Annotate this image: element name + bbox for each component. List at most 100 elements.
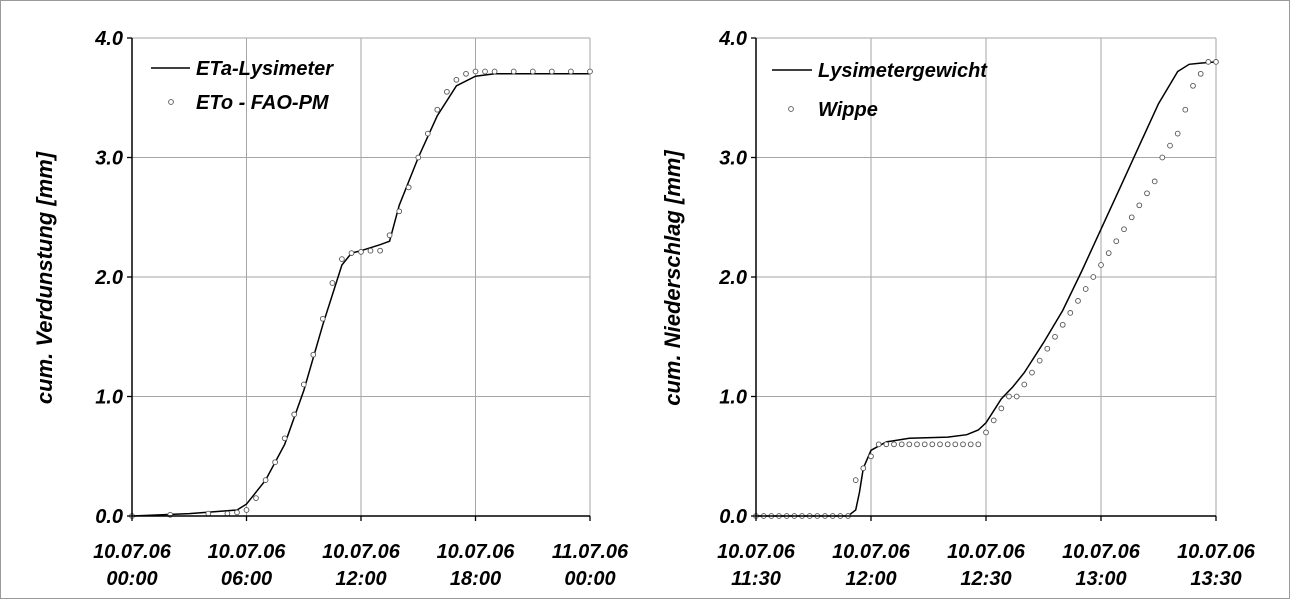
series-point bbox=[1075, 298, 1081, 304]
series-point bbox=[1182, 106, 1189, 113]
axes bbox=[751, 37, 1217, 521]
series-point bbox=[348, 250, 355, 256]
series-point bbox=[914, 441, 920, 448]
series-point bbox=[990, 417, 997, 424]
series-point bbox=[883, 441, 890, 448]
chart-precipitation: 0.0 1.0 2.0 3.0 4.0 10.07.06 11:30 10.07.06 12:… bbox=[660, 28, 1256, 590]
x-tick-label-date: 10.07.06 bbox=[1062, 541, 1141, 563]
series-point bbox=[1159, 154, 1166, 161]
series-point bbox=[875, 441, 882, 448]
y-tick-label: 4.0 bbox=[718, 28, 747, 50]
grid bbox=[132, 37, 591, 516]
series-point bbox=[967, 441, 974, 448]
series-point bbox=[975, 441, 982, 448]
legend: ETa-Lysimeter ETo - FAO-PM bbox=[151, 58, 334, 114]
series-point bbox=[1136, 202, 1143, 209]
x-tick-label-time: 06:00 bbox=[221, 568, 272, 590]
y-tick-label: 3.0 bbox=[95, 148, 123, 170]
series-point bbox=[491, 68, 498, 75]
series-point bbox=[1128, 214, 1135, 221]
chart-evaporation: 0.0 1.0 2.0 3.0 4.0 10.07.06 00:00 10.07.06 06:… bbox=[32, 28, 629, 590]
legend-label-lysimetergewicht: Lysimetergewicht bbox=[818, 60, 988, 82]
series-point bbox=[310, 351, 317, 358]
y-tick-labels: 0.0 1.0 2.0 3.0 4.0 bbox=[718, 28, 747, 528]
series-point bbox=[1021, 381, 1028, 388]
x-tick-label-date: 10.07.06 bbox=[437, 541, 516, 563]
x-tick-labels: 10.07.06 11:30 10.07.06 12:00 10.07.06 12:30 1… bbox=[717, 541, 1256, 590]
series-point bbox=[937, 441, 943, 448]
series-point bbox=[944, 441, 951, 448]
series-point bbox=[253, 495, 259, 501]
series-point bbox=[1144, 190, 1150, 197]
series-point bbox=[1059, 321, 1066, 328]
x-tick-label-date: 10.07.06 bbox=[832, 541, 911, 563]
series-point bbox=[358, 249, 364, 255]
series-point bbox=[1121, 226, 1127, 233]
series-point bbox=[453, 76, 460, 83]
x-tick-label-time: 00:00 bbox=[564, 568, 615, 590]
series-point bbox=[1029, 369, 1035, 376]
legend-label-wippe: Wippe bbox=[818, 99, 878, 121]
series-point bbox=[891, 441, 897, 448]
series-point bbox=[1090, 274, 1097, 280]
series-point bbox=[929, 441, 936, 448]
series-point bbox=[272, 459, 278, 466]
series-point bbox=[482, 68, 488, 75]
series-line bbox=[756, 61, 1217, 517]
x-tick-label-date: 10.07.06 bbox=[208, 541, 287, 563]
series-point bbox=[1151, 178, 1158, 185]
series-point bbox=[329, 280, 336, 286]
legend-label-eta-lysimeter: ETa-Lysimeter bbox=[196, 58, 334, 80]
series-point bbox=[510, 68, 517, 75]
series-line bbox=[131, 73, 590, 517]
series-point bbox=[868, 453, 874, 460]
x-tick-label-date: 10.07.06 bbox=[93, 541, 172, 563]
series-point bbox=[424, 130, 431, 137]
legend-marker-swatch bbox=[788, 106, 794, 112]
series-point bbox=[243, 507, 250, 513]
y-tick-labels: 0.0 1.0 2.0 3.0 4.0 bbox=[94, 28, 123, 528]
y-tick-label: 0.0 bbox=[95, 506, 123, 528]
series-point bbox=[548, 68, 555, 75]
series-point bbox=[1044, 345, 1051, 352]
x-tick-label-time: 13:00 bbox=[1075, 568, 1126, 590]
x-tick-label-date: 10.07.06 bbox=[717, 541, 796, 563]
series-point bbox=[1052, 333, 1058, 340]
y-tick-label: 1.0 bbox=[719, 387, 747, 409]
series-point bbox=[1105, 250, 1112, 256]
series-point bbox=[463, 70, 469, 77]
y-axis-label: cum. Niederschlag [mm] bbox=[660, 150, 685, 406]
series-point bbox=[234, 509, 240, 516]
series-point bbox=[339, 256, 345, 262]
y-tick-label: 2.0 bbox=[94, 267, 123, 289]
series-point bbox=[444, 88, 450, 95]
y-tick-label: 2.0 bbox=[718, 267, 747, 289]
series-point bbox=[852, 477, 859, 483]
series-point bbox=[291, 411, 298, 418]
series-point bbox=[1067, 310, 1074, 316]
series-point bbox=[300, 381, 307, 388]
series-point bbox=[587, 68, 593, 75]
series-point bbox=[1167, 142, 1173, 149]
axes bbox=[127, 37, 591, 521]
series-point bbox=[860, 465, 867, 472]
series-point bbox=[1190, 82, 1196, 89]
series-point bbox=[1213, 59, 1219, 65]
x-tick-labels: 10.07.06 00:00 10.07.06 06:00 10.07.06 12:00 1… bbox=[93, 541, 629, 590]
series-point bbox=[983, 429, 989, 436]
series-point bbox=[367, 247, 374, 254]
series-point bbox=[1013, 393, 1020, 400]
series-point bbox=[262, 477, 269, 483]
y-tick-label: 0.0 bbox=[719, 506, 747, 528]
y-tick-label: 1.0 bbox=[95, 387, 123, 409]
series-point bbox=[1098, 262, 1104, 268]
series-point bbox=[529, 68, 536, 75]
series-point bbox=[960, 441, 966, 448]
series-point bbox=[921, 441, 928, 448]
x-tick-label-time: 12:00 bbox=[335, 568, 386, 590]
y-tick-label: 4.0 bbox=[94, 28, 123, 50]
x-tick-label-time: 12:30 bbox=[960, 568, 1011, 590]
x-tick-label-time: 00:00 bbox=[106, 568, 157, 590]
